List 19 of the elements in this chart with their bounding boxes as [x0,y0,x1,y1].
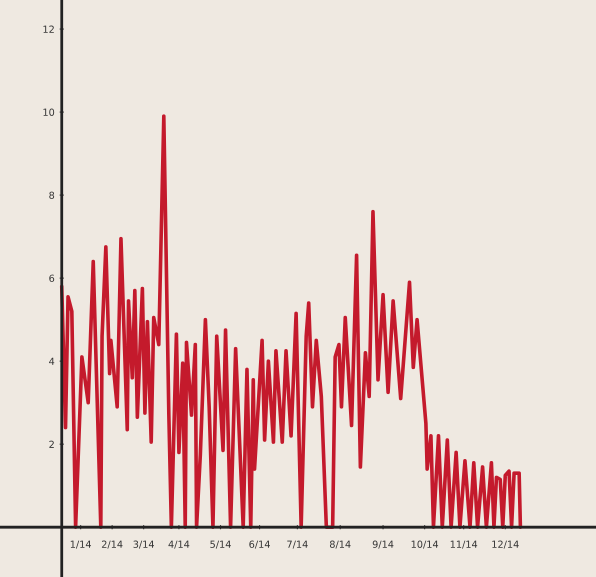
x-tick-label: 4/14 [168,540,190,549]
y-tick-label: 2 [49,440,54,448]
y-tick-label: 10 [43,108,54,116]
y-tick-label: 8 [49,192,54,199]
y-tick-label: 12 [43,26,54,33]
x-tick-label: 7/14 [287,540,308,549]
x-tick-label: 11/14 [450,540,478,549]
line-series [60,114,522,529]
x-tick-label: 5/14 [210,540,231,549]
x-tick-label: 2/14 [102,540,123,549]
x-tick-label: 9/14 [372,540,394,549]
x-tick-label: 3/14 [133,540,154,549]
y-tick-label: 6 [49,274,54,282]
x-tick-label: 1/14 [70,540,92,549]
y-tick-label: 4 [49,358,54,365]
x-tick-label: 10/14 [412,540,438,549]
x-tick-label: 8/14 [330,540,351,549]
x-tick-label: 12/14 [492,540,519,549]
x-tick-label: 6/14 [249,540,270,549]
